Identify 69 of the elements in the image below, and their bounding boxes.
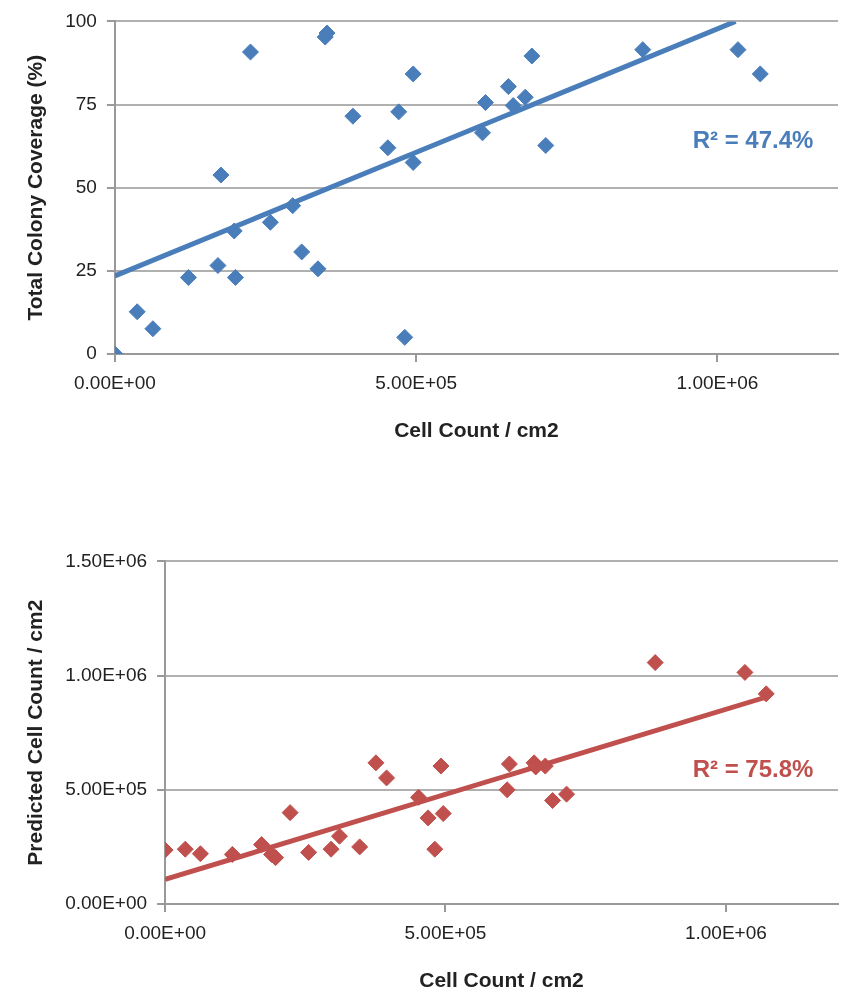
point bbox=[729, 41, 747, 59]
point bbox=[473, 124, 491, 142]
x-tick-label: 1.00E+06 bbox=[676, 371, 759, 393]
y-tick-label: 75 bbox=[75, 92, 97, 114]
point bbox=[751, 65, 769, 83]
y-axis-title: Total Colony Coverage (%) bbox=[23, 54, 47, 321]
point bbox=[300, 843, 318, 861]
point bbox=[419, 809, 437, 827]
point bbox=[344, 107, 362, 125]
x-axis-title: Cell Count / cm2 bbox=[394, 418, 559, 442]
point bbox=[757, 685, 775, 703]
y-tick-label: 50 bbox=[75, 175, 97, 197]
point bbox=[634, 41, 652, 59]
point bbox=[396, 328, 414, 346]
point bbox=[241, 43, 259, 61]
point bbox=[498, 781, 516, 799]
y-axis-title: Predicted Cell Count / cm2 bbox=[23, 599, 47, 866]
point bbox=[191, 845, 209, 863]
point bbox=[261, 213, 279, 231]
point bbox=[379, 139, 397, 157]
point bbox=[432, 757, 450, 775]
x-tick-label: 5.00E+05 bbox=[375, 371, 458, 393]
annotation: R² = 75.8% bbox=[692, 755, 814, 783]
point bbox=[226, 269, 244, 286]
point bbox=[128, 303, 146, 321]
y-tick-label: 1.00E+06 bbox=[65, 663, 148, 685]
point bbox=[736, 663, 754, 681]
point bbox=[367, 754, 385, 772]
point bbox=[144, 320, 162, 338]
point bbox=[537, 136, 555, 154]
point bbox=[223, 845, 241, 863]
point bbox=[225, 222, 243, 240]
point bbox=[410, 788, 428, 806]
y-tick-label: 100 bbox=[65, 9, 97, 31]
point bbox=[646, 654, 664, 672]
point bbox=[404, 153, 422, 171]
point bbox=[404, 65, 422, 83]
point bbox=[390, 103, 408, 121]
point bbox=[293, 243, 311, 261]
point bbox=[500, 755, 518, 773]
point bbox=[309, 260, 327, 278]
point bbox=[176, 840, 194, 858]
x-tick-label: 5.00E+05 bbox=[404, 921, 487, 943]
point bbox=[209, 257, 227, 275]
point bbox=[476, 94, 494, 112]
point bbox=[322, 840, 340, 858]
x-axis-title: Cell Count / cm2 bbox=[419, 968, 584, 992]
x-tick-label: 0.00E+00 bbox=[124, 921, 207, 943]
y-tick-label: 0 bbox=[86, 342, 97, 364]
y-tick-label: 5.00E+05 bbox=[65, 778, 148, 800]
point bbox=[212, 166, 230, 184]
y-tick-label: 0.00E+00 bbox=[65, 892, 148, 914]
point bbox=[281, 804, 299, 822]
point bbox=[499, 78, 517, 96]
point bbox=[544, 792, 562, 810]
point bbox=[523, 47, 541, 65]
x-tick-label: 1.00E+06 bbox=[684, 921, 767, 943]
point bbox=[378, 769, 396, 787]
point bbox=[179, 269, 197, 286]
point bbox=[516, 88, 534, 106]
point bbox=[426, 840, 444, 858]
point bbox=[434, 805, 452, 823]
y-tick-label: 1.50E+06 bbox=[65, 549, 148, 571]
point bbox=[253, 836, 271, 854]
point bbox=[351, 838, 369, 856]
annotation: R² = 47.4% bbox=[692, 125, 814, 153]
point bbox=[330, 827, 348, 845]
y-tick-label: 25 bbox=[75, 259, 97, 281]
point bbox=[558, 785, 576, 803]
